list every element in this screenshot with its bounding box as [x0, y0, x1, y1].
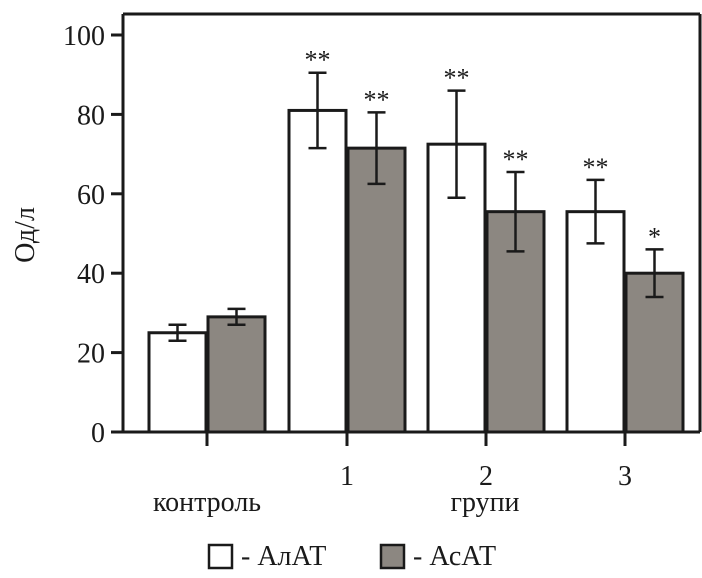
- axes: 0 20 40 60 80 100: [63, 12, 702, 449]
- labels: Од/л контроль групи 1 2 3: [10, 207, 632, 518]
- bar-alat: [147, 331, 208, 434]
- significance-label: **: [305, 46, 331, 75]
- y-tick-label: 80: [77, 100, 105, 131]
- y-tick-label: 20: [77, 339, 105, 370]
- significance-label: **: [583, 153, 609, 182]
- significance-label: **: [364, 85, 390, 114]
- legend-swatch-alat: [207, 543, 234, 570]
- y-tick-label: 60: [77, 180, 105, 211]
- significance-label: **: [444, 64, 470, 93]
- y-tick-label: 40: [77, 259, 105, 290]
- x-tick-label: 1: [340, 461, 354, 492]
- x-category-label-control: контроль: [153, 487, 261, 518]
- bar-alat: [565, 210, 626, 434]
- legend: - АлАТ - АсАТ: [207, 541, 496, 572]
- x-tick-label: 3: [618, 461, 632, 492]
- legend-label-alat: - АлАТ: [241, 541, 326, 572]
- y-axis-label: Од/л: [10, 207, 41, 263]
- y-tick-label: 0: [91, 418, 105, 449]
- bar-asat: [346, 146, 407, 434]
- significance-label: **: [503, 145, 529, 174]
- x-tick-label: 2: [479, 461, 493, 492]
- bar-asat: [206, 315, 267, 434]
- bar-alat: [287, 108, 348, 434]
- bars: ***********: [147, 46, 685, 434]
- y-tick-label: 100: [63, 21, 105, 52]
- legend-label-asat: - АсАТ: [413, 541, 496, 572]
- legend-swatch-asat: [379, 543, 406, 570]
- x-group-label: групи: [450, 487, 519, 518]
- significance-label: *: [648, 222, 661, 251]
